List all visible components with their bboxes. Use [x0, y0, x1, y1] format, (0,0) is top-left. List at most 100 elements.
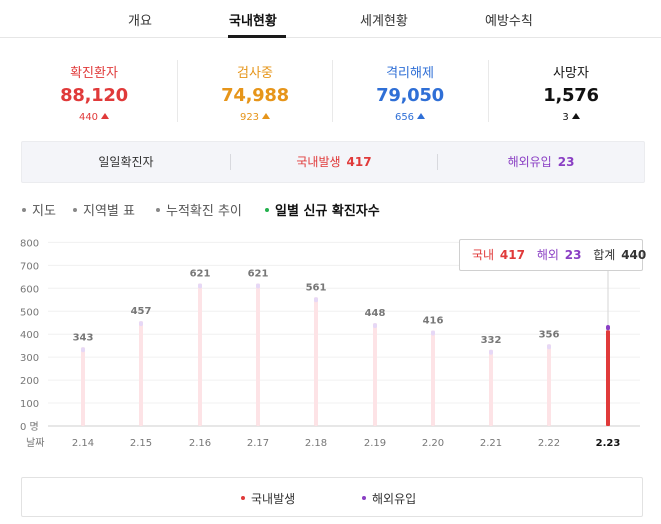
legend-overseas-label: 해외유입 [372, 492, 417, 506]
bar-overseas-cap [314, 297, 318, 303]
daily-confirmed-panel: 일일확진자 국내발생 417 해외유입 23 [21, 141, 645, 183]
bar-total [81, 347, 85, 426]
active-tab-indicator [228, 35, 286, 38]
daily-overseas-value: 23 [557, 155, 575, 169]
subtab-cumulative-trend-label: 누적확진 추이 [166, 204, 242, 219]
chart-legend: 국내발생 해외유입 [21, 477, 643, 517]
stat-divider [332, 60, 333, 122]
subtab-map-label: 지도 [32, 204, 56, 219]
subtab-cumulative-trend[interactable]: 누적확진 추이 [156, 200, 242, 219]
bar-total [431, 330, 435, 426]
top-tab-bar: 개요 국내현황 세계현황 예방수칙 [0, 0, 661, 38]
tooltip-domestic-label: 국내 [472, 248, 495, 262]
y-tick-label: 400 [20, 330, 39, 341]
bar-total [198, 283, 202, 426]
bar-value-label: 448 [365, 308, 386, 319]
y-tick-label: 300 [20, 353, 39, 364]
bullet-icon [241, 496, 245, 500]
y-tick-label: 600 [20, 284, 39, 295]
bar-value-label: 621 [248, 268, 269, 279]
x-tick-label: 2.17 [247, 438, 269, 449]
daily-overseas: 해외유입 23 [437, 142, 645, 182]
bar-overseas [606, 325, 610, 331]
daily-domestic: 국내발생 417 [230, 142, 438, 182]
increase-arrow-icon [262, 113, 271, 119]
stat-divider [488, 60, 489, 122]
tooltip-domestic-value: 417 [499, 248, 525, 262]
stat-released-value: 79,050 [376, 85, 444, 106]
stat-testing: 검사중 74,988 923 [175, 62, 335, 123]
subtab-daily-new-cases[interactable]: 일별 신규 확진자수 [265, 200, 380, 219]
bar-overseas-cap [256, 283, 260, 289]
tab-world-status[interactable]: 세계현황 [360, 14, 408, 29]
stat-confirmed: 확진환자 88,120 440 [14, 62, 174, 123]
tab-prevention[interactable]: 예방수칙 [485, 14, 533, 29]
bar-value-label: 621 [190, 268, 211, 279]
x-tick-label: 2.15 [130, 438, 152, 449]
bar-overseas-cap [81, 347, 85, 353]
x-tick-label: 2.20 [422, 438, 444, 449]
stat-testing-delta-value: 923 [239, 112, 260, 123]
stat-deaths-label: 사망자 [553, 66, 589, 81]
stat-deaths-delta-value: 3 [562, 112, 569, 123]
tab-overview[interactable]: 개요 [128, 14, 152, 29]
daily-overseas-label: 해외유입 [507, 155, 552, 169]
bar-value-label: 343 [73, 332, 94, 343]
increase-arrow-icon [101, 113, 110, 119]
tab-domestic-status[interactable]: 국내현황 [229, 14, 277, 29]
bar-domestic [606, 330, 610, 426]
tooltip-domestic: 국내 417 [472, 248, 525, 262]
x-tick-label: 2.21 [480, 438, 502, 449]
chart-tooltip: 국내 417 해외 23 합계 440 [459, 239, 646, 271]
x-tick-label: 2.16 [189, 438, 211, 449]
daily-divider [230, 154, 231, 170]
bar-overseas-cap [198, 283, 202, 289]
increase-arrow-icon [417, 113, 426, 119]
y-tick-label: 800 [20, 238, 39, 249]
bar-value-label: 416 [423, 316, 444, 327]
bar-overseas-cap [431, 330, 435, 336]
bar-overseas-cap [489, 349, 493, 355]
stat-confirmed-delta-value: 440 [78, 112, 99, 123]
y-tick-label: 0 명 [20, 421, 39, 433]
bar-overseas-cap [373, 323, 377, 329]
y-tick-label: 200 [20, 376, 39, 387]
bar-total [314, 297, 318, 426]
stat-deaths-value: 1,576 [543, 85, 599, 106]
stat-deaths-delta: 3 [491, 112, 651, 123]
bullet-icon [22, 208, 26, 212]
x-tick-label: 2.14 [72, 438, 94, 449]
stat-testing-delta: 923 [175, 112, 335, 123]
tooltip-total-value: 440 [621, 248, 647, 262]
bullet-icon [265, 208, 269, 212]
bar-total [547, 344, 551, 426]
y-tick-label: 500 [20, 307, 39, 318]
tooltip-total: 합계 440 [593, 248, 646, 262]
bar-total [373, 323, 377, 426]
stat-testing-value: 74,988 [221, 85, 289, 106]
daily-divider [437, 154, 438, 170]
increase-arrow-icon [571, 113, 580, 119]
y-tick-label: 700 [20, 261, 39, 272]
stat-confirmed-delta: 440 [14, 112, 174, 123]
stat-released: 격리해제 79,050 656 [330, 62, 490, 123]
bullet-icon [73, 208, 77, 212]
stat-divider [177, 60, 178, 122]
daily-confirmed-title: 일일확진자 [98, 155, 154, 169]
daily-domestic-label: 국내발생 [296, 155, 341, 169]
stat-testing-label: 검사중 [237, 66, 273, 81]
y-tick-label: 100 [20, 399, 39, 410]
legend-overseas[interactable]: 해외유입 [362, 490, 416, 507]
stat-released-delta: 656 [330, 112, 490, 123]
subtab-region-table[interactable]: 지역별 표 [73, 200, 135, 219]
legend-domestic[interactable]: 국내발생 [241, 490, 295, 507]
stat-confirmed-value: 88,120 [60, 85, 128, 106]
x-tick-label: 2.23 [596, 438, 621, 449]
bullet-icon [362, 496, 366, 500]
bar-total [256, 283, 260, 426]
x-axis-title: 날짜 [26, 437, 44, 449]
bullet-icon [156, 208, 160, 212]
subtab-region-table-label: 지역별 표 [83, 204, 135, 219]
subtab-map[interactable]: 지도 [22, 200, 56, 219]
tooltip-overseas-label: 해외 [536, 248, 559, 262]
